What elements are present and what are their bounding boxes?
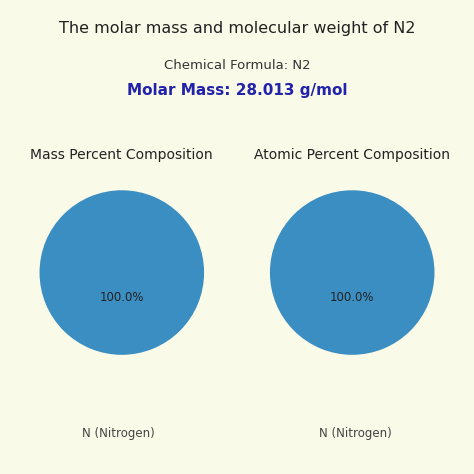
Text: Molar Mass: 28.013 g/mol: Molar Mass: 28.013 g/mol [127,83,347,98]
Text: N (Nitrogen): N (Nitrogen) [82,427,155,439]
Text: N (Nitrogen): N (Nitrogen) [319,427,392,439]
Text: 100.0%: 100.0% [100,291,144,304]
Text: Chemical Formula: N2: Chemical Formula: N2 [164,59,310,72]
Title: Atomic Percent Composition: Atomic Percent Composition [254,147,450,162]
Text: The molar mass and molecular weight of N2: The molar mass and molecular weight of N… [59,21,415,36]
Text: 100.0%: 100.0% [330,291,374,304]
Title: Mass Percent Composition: Mass Percent Composition [30,147,213,162]
Wedge shape [270,190,435,355]
Wedge shape [39,190,204,355]
